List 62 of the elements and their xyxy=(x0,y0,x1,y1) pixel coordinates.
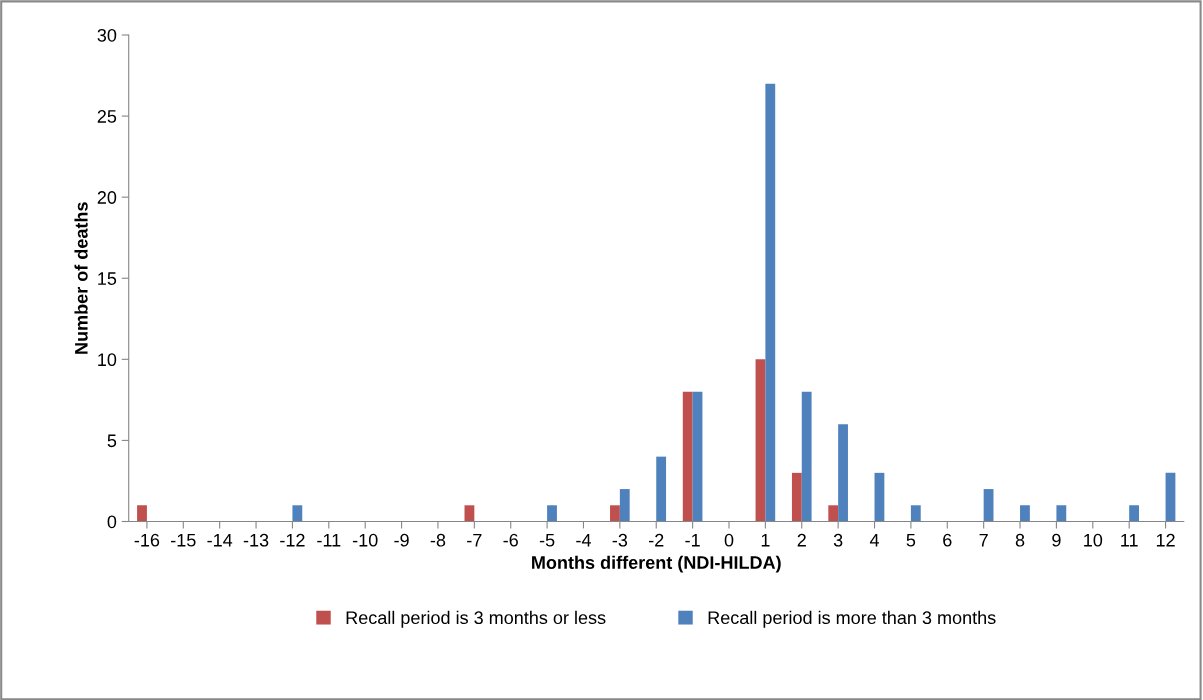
bar xyxy=(610,505,620,522)
bar xyxy=(656,456,667,522)
x-tick-label: 0 xyxy=(724,533,734,547)
x-tick-label: 2 xyxy=(797,533,806,547)
y-tick-label: 25 xyxy=(97,110,117,123)
bar xyxy=(765,83,776,522)
x-tick-label: -7 xyxy=(467,533,482,547)
x-tick-label: -12 xyxy=(280,533,305,547)
y-tick-label: 5 xyxy=(107,434,117,448)
bar xyxy=(755,359,766,522)
y-tick-label: 0 xyxy=(107,515,117,529)
x-tick-label: 3 xyxy=(833,533,843,547)
x-tick-label: 5 xyxy=(906,533,916,547)
bar xyxy=(692,391,703,522)
bar xyxy=(619,489,630,522)
y-tick-label: 15 xyxy=(98,272,117,285)
bar xyxy=(1020,505,1030,522)
x-tick-label: 10 xyxy=(1084,533,1103,547)
bar xyxy=(983,489,994,522)
x-tick-label: 9 xyxy=(1052,533,1061,547)
x-tick-label: -9 xyxy=(394,533,409,547)
bar xyxy=(791,472,802,522)
x-tick-label: -5 xyxy=(539,533,555,547)
bar xyxy=(838,424,848,522)
legend-label: Recall period is more than 3 months xyxy=(708,610,996,628)
bar xyxy=(682,391,693,522)
x-tick-label: -8 xyxy=(430,533,446,547)
x-tick-label: -6 xyxy=(503,533,518,547)
bar xyxy=(801,391,812,522)
x-tick-label: -2 xyxy=(649,533,664,547)
x-tick-label: -11 xyxy=(317,533,341,547)
y-axis-title: Number of deaths xyxy=(74,202,88,354)
x-tick-label: -15 xyxy=(171,533,196,547)
bar xyxy=(1056,505,1067,522)
y-tick-label: 10 xyxy=(98,353,117,367)
bar xyxy=(292,505,303,522)
bar xyxy=(1165,472,1176,522)
bar xyxy=(828,505,839,522)
bar xyxy=(1129,505,1139,522)
x-tick-label: -3 xyxy=(612,533,628,547)
bar xyxy=(464,505,475,522)
bar xyxy=(137,505,147,522)
x-tick-label: -1 xyxy=(685,533,700,547)
bar xyxy=(910,505,921,522)
x-tick-label: 8 xyxy=(1015,533,1025,547)
x-tick-label: 1 xyxy=(761,533,770,547)
x-tick-label: -10 xyxy=(352,533,378,547)
bar xyxy=(547,505,557,522)
x-tick-label: -13 xyxy=(243,533,269,547)
x-tick-label: 7 xyxy=(979,533,988,547)
x-tick-label: -4 xyxy=(576,533,591,547)
x-tick-label: 11 xyxy=(1121,533,1138,547)
y-tick-label: 20 xyxy=(97,191,117,204)
y-tick-label: 30 xyxy=(97,28,117,42)
bar xyxy=(874,472,885,522)
x-tick-label: 4 xyxy=(869,533,880,547)
legend-label: Recall period is 3 months or less xyxy=(346,610,606,628)
x-tick-label: 6 xyxy=(943,533,952,547)
x-tick-label: 12 xyxy=(1156,533,1175,547)
x-axis-title: Months different (NDI-HILDA) xyxy=(532,555,781,573)
x-tick-label: -16 xyxy=(134,533,160,547)
x-tick-label: -14 xyxy=(207,533,233,547)
